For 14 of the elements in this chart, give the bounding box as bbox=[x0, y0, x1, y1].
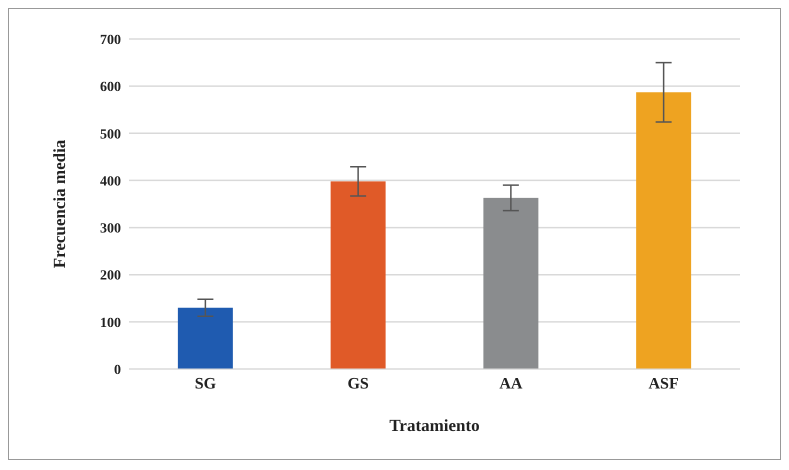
x-axis-title: Tratamiento bbox=[389, 416, 480, 435]
y-tick-label: 0 bbox=[114, 362, 121, 378]
x-tick-label: GS bbox=[347, 375, 369, 392]
y-tick-label: 300 bbox=[100, 222, 121, 237]
y-tick-label: 700 bbox=[100, 32, 121, 48]
y-tick-label: 100 bbox=[100, 316, 121, 331]
x-tick-label: ASF bbox=[648, 375, 679, 392]
y-tick-label: 500 bbox=[100, 127, 121, 142]
y-tick-label: 200 bbox=[100, 268, 121, 284]
y-tick-label: 600 bbox=[100, 80, 121, 96]
x-tick-label: SG bbox=[194, 375, 217, 392]
y-axis-title: Frecuencia media bbox=[50, 139, 70, 268]
x-tick-label: AA bbox=[499, 375, 523, 392]
y-tick-label: 400 bbox=[100, 174, 121, 190]
